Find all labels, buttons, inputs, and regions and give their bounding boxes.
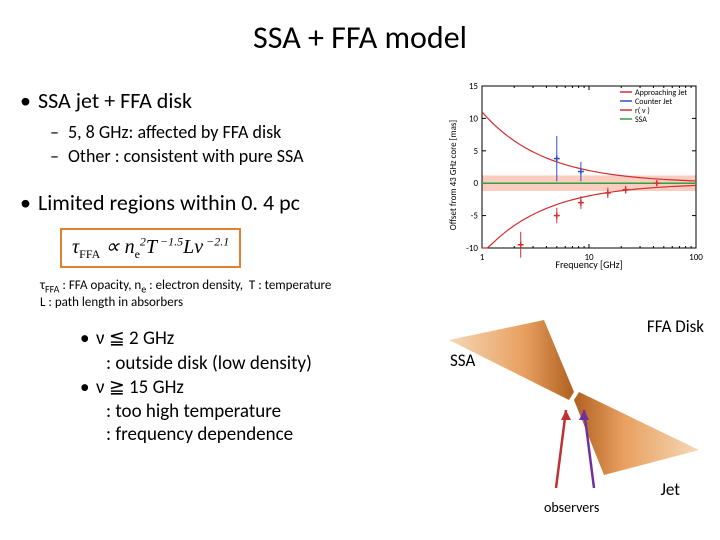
jet-arrow-red xyxy=(556,410,566,488)
svg-text:100: 100 xyxy=(689,252,703,263)
svg-text:1: 1 xyxy=(480,252,485,263)
svg-text:10: 10 xyxy=(469,113,479,124)
svg-text:15: 15 xyxy=(469,81,479,92)
disk-right xyxy=(574,392,699,475)
label-observers: observers xyxy=(544,499,599,516)
label-jet: Jet xyxy=(661,479,680,500)
equation-tau-ffa: τFFA ∝ ne2T −1.5Lν −2.1 xyxy=(60,228,241,268)
svg-text:-10: -10 xyxy=(466,243,478,254)
offset-frequency-chart: -10-5051015110100Offset from 43 GHz core… xyxy=(444,80,704,270)
svg-text:5: 5 xyxy=(473,146,478,157)
svg-text:Frequency [GHz]: Frequency [GHz] xyxy=(555,258,622,270)
equation-notes: τFFA : FFA opacity, ne : electron densit… xyxy=(40,278,720,312)
label-ffa-disk: FFA Disk xyxy=(647,316,704,337)
svg-text:Offset from 43 GHz core [mas: Offset from 43 GHz core [mas] xyxy=(448,120,459,231)
svg-text:SSA: SSA xyxy=(635,115,647,125)
svg-text:-5: -5 xyxy=(471,211,479,222)
page-title: SSA + FFA model xyxy=(0,0,720,67)
label-ssa: SSA xyxy=(450,350,475,371)
svg-text:0: 0 xyxy=(473,178,478,189)
jet-disk-diagram: SSA FFA Disk Jet observers xyxy=(444,320,704,520)
